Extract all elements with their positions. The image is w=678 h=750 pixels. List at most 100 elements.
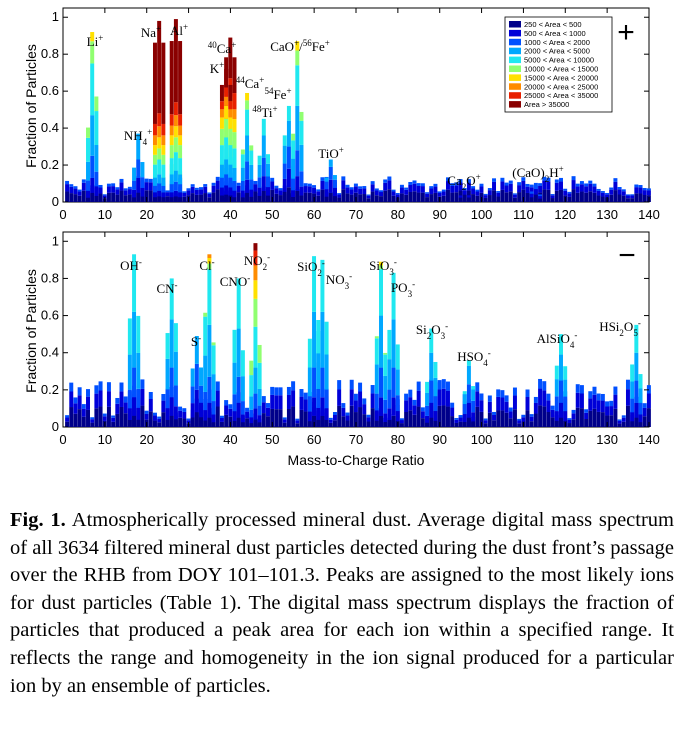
- baseline-bar-segment: [420, 407, 425, 412]
- baseline-bar-segment: [123, 195, 128, 202]
- x-tick-label: 140: [638, 207, 660, 222]
- x-tick-label: 50: [265, 432, 279, 447]
- peak-bar-segment: [224, 118, 229, 138]
- baseline-bar-segment: [148, 398, 153, 412]
- peak-bar-segment: [136, 192, 141, 202]
- saturated-bar-segment: [232, 180, 237, 191]
- saturated-bar-segment: [152, 135, 157, 146]
- peak-bar-segment: [207, 263, 212, 270]
- baseline-bar-segment: [387, 189, 392, 202]
- baseline-bar-segment: [429, 186, 434, 189]
- baseline-bar-segment: [517, 182, 522, 186]
- peak-bar-segment: [157, 148, 162, 160]
- baseline-bar-segment: [588, 191, 593, 202]
- y-tick-label: 0: [52, 194, 59, 209]
- peak-shoulder-segment: [383, 352, 388, 355]
- peak-shoulder-segment: [433, 377, 438, 397]
- peak-shoulder-segment: [299, 186, 304, 196]
- baseline-bar-segment: [320, 189, 325, 202]
- peak-bar-segment: [295, 190, 300, 202]
- peak-shoulder-segment: [94, 111, 99, 146]
- baseline-bar-segment: [236, 192, 241, 202]
- peak-shoulder-segment: [199, 367, 204, 386]
- baseline-bar-segment: [366, 421, 371, 427]
- peak-shoulder-segment: [462, 394, 467, 405]
- baseline-bar-segment: [337, 193, 342, 195]
- baseline-bar-segment: [362, 404, 367, 415]
- peak-shoulder-segment: [249, 396, 254, 410]
- baseline-bar-segment: [625, 389, 630, 406]
- baseline-bar-segment: [596, 411, 601, 427]
- peak-bar-segment: [224, 174, 229, 186]
- baseline-bar-segment: [487, 395, 492, 402]
- baseline-bar-segment: [584, 186, 589, 193]
- peak-bar-segment: [132, 254, 137, 312]
- baseline-bar-segment: [559, 177, 563, 182]
- baseline-bar-segment: [420, 186, 425, 193]
- baseline-bar-segment: [617, 194, 622, 202]
- baseline-bar-segment: [538, 405, 543, 427]
- peak-shoulder-segment: [190, 368, 195, 387]
- baseline-bar-segment: [362, 188, 367, 195]
- peak-bar-segment: [261, 118, 266, 136]
- baseline-bar-segment: [634, 184, 639, 188]
- y-tick-label: 1: [52, 233, 59, 248]
- baseline-bar-segment: [542, 390, 547, 407]
- peak-bar-segment: [533, 194, 538, 202]
- baseline-bar-segment: [203, 186, 208, 194]
- baseline-bar-segment: [450, 416, 455, 427]
- baseline-bar-segment: [579, 184, 584, 192]
- baseline-bar-segment: [475, 406, 480, 427]
- baseline-bar-segment: [584, 412, 589, 420]
- saturated-bar-segment: [178, 114, 183, 126]
- baseline-bar-segment: [613, 394, 618, 409]
- peak-bar-segment: [169, 278, 174, 320]
- baseline-bar-segment: [178, 410, 183, 418]
- peak-bar-segment: [207, 269, 212, 325]
- peak-shoulder-segment: [257, 187, 262, 196]
- baseline-bar-segment: [144, 182, 149, 191]
- peak-shoulder-segment: [324, 177, 329, 182]
- peak-shoulder-segment: [136, 419, 141, 427]
- peak-shoulder-segment: [249, 145, 254, 151]
- peak-shoulder-segment: [332, 187, 337, 197]
- legend-box: [504, 16, 613, 113]
- peak-bar-segment: [466, 360, 471, 366]
- peak-label: CN-: [156, 280, 177, 296]
- baseline-bar-segment: [144, 413, 149, 420]
- peak-shoulder-segment: [529, 193, 534, 198]
- baseline-bar-segment: [224, 414, 229, 427]
- baseline-bar-segment: [584, 409, 589, 413]
- peak-shoulder-segment: [462, 422, 467, 427]
- baseline-bar-segment: [358, 407, 363, 427]
- peak-shoulder-segment: [471, 386, 476, 390]
- legend-swatch: [509, 47, 521, 55]
- peak-shoulder-segment: [307, 367, 312, 397]
- baseline-bar-segment: [433, 183, 438, 187]
- peak-shoulder-segment: [433, 396, 438, 412]
- saturated-bar-segment: [169, 192, 174, 198]
- saturated-bar-segment: [232, 119, 237, 133]
- peak-bar-segment: [466, 384, 471, 403]
- peak-bar-segment: [224, 96, 229, 106]
- baseline-bar-segment: [207, 193, 212, 198]
- baseline-bar-segment: [579, 393, 584, 409]
- baseline-bar-segment: [341, 416, 346, 427]
- baseline-bar-segment: [625, 198, 630, 202]
- baseline-bar-segment: [148, 411, 153, 427]
- peak-shoulder-segment: [94, 195, 99, 202]
- baseline-bar-segment: [538, 185, 543, 193]
- baseline-bar-segment: [215, 381, 220, 391]
- baseline-bar-segment: [433, 192, 438, 202]
- baseline-bar-segment: [408, 389, 413, 398]
- peak-shoulder-segment: [282, 135, 287, 146]
- baseline-bar-segment: [115, 403, 120, 414]
- y-axis-label-negative: Fraction of Particles: [23, 269, 39, 393]
- baseline-bar-segment: [496, 196, 501, 202]
- baseline-bar-segment: [236, 182, 241, 186]
- negative-spectrum-panel: 0 10 20 30 40 50 60 70 80 90 100 110 120 130 140 0 0.2 0.…: [41, 231, 660, 447]
- peak-shoulder-segment: [203, 410, 208, 421]
- saturated-bar-segment: [219, 117, 224, 129]
- baseline-bar-segment: [182, 408, 187, 412]
- baseline-bar-segment: [613, 408, 618, 427]
